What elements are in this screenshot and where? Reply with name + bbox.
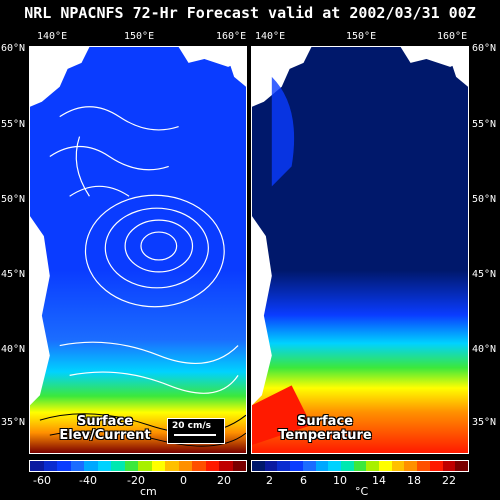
temperature-svg: [252, 47, 468, 453]
current-scale-arrow: [174, 434, 216, 436]
lat-label-left-45: 45°N: [1, 269, 26, 280]
temperature-label-line2: Temperature: [278, 428, 372, 443]
elevation-label-line1: Surface: [77, 414, 133, 429]
lat-label-right-35: 35°N: [472, 417, 497, 428]
temperature-tick-2: 6: [300, 474, 307, 487]
lon-label-left-160: 160°E: [216, 31, 247, 42]
temperature-panel-label: Surface Temperature: [270, 415, 380, 443]
temperature-tick-4: 14: [372, 474, 386, 487]
figure-title: NRL NPACNFS 72-Hr Forecast valid at 2002…: [24, 4, 476, 22]
current-scale-box: 20 cm/s: [167, 418, 225, 444]
temperature-label-line1: Surface: [297, 414, 353, 429]
lon-label-right-160: 160°E: [437, 31, 468, 42]
lat-label-right-55: 55°N: [472, 119, 497, 130]
lat-label-right-60: 60°N: [472, 43, 497, 54]
lat-label-left-35: 35°N: [1, 417, 26, 428]
elevation-current-map: Surface Elev/Current: [29, 46, 247, 454]
lat-label-left-60: 60°N: [1, 43, 26, 54]
elevation-tick-2: -40: [79, 474, 97, 487]
elevation-tick-3: -20: [127, 474, 145, 487]
temperature-colorbar: [251, 460, 469, 472]
temperature-tick-5: 18: [407, 474, 421, 487]
elevation-colorbar: [29, 460, 247, 472]
lat-label-left-40: 40°N: [1, 344, 26, 355]
lat-label-right-45: 45°N: [472, 269, 497, 280]
elevation-tick-1: -60: [33, 474, 51, 487]
lon-label-right-150: 150°E: [346, 31, 377, 42]
elevation-tick-4: 0: [180, 474, 187, 487]
lon-label-left-140: 140°E: [37, 31, 68, 42]
elevation-current-svg: [30, 47, 246, 453]
lat-label-right-50: 50°N: [472, 194, 497, 205]
temperature-tick-1: 2: [266, 474, 273, 487]
lon-label-left-150: 150°E: [124, 31, 155, 42]
elevation-unit: cm: [140, 485, 157, 498]
temperature-tick-3: 10: [333, 474, 347, 487]
lat-label-left-50: 50°N: [1, 194, 26, 205]
elevation-label-line2: Elev/Current: [59, 428, 151, 443]
lon-label-right-140: 140°E: [255, 31, 286, 42]
current-scale-label: 20 cm/s: [172, 421, 212, 431]
temperature-map: Surface Temperature: [251, 46, 469, 454]
lat-label-right-40: 40°N: [472, 344, 497, 355]
elevation-panel-label: Surface Elev/Current: [50, 415, 160, 443]
elevation-tick-5: 20: [217, 474, 231, 487]
temperature-unit: °C: [355, 485, 369, 498]
lat-label-left-55: 55°N: [1, 119, 26, 130]
temperature-tick-6: 22: [442, 474, 456, 487]
